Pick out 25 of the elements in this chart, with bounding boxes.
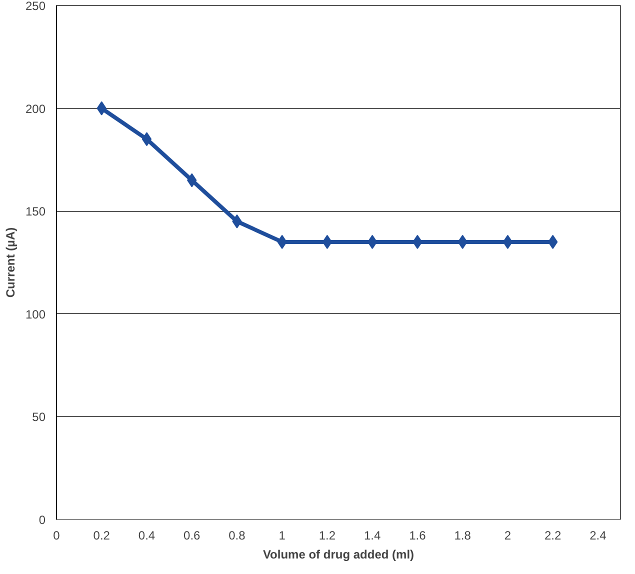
point	[322, 234, 332, 249]
x-tick-label: 0.4	[138, 528, 156, 542]
x-tick-label: 0.2	[93, 528, 110, 542]
y-tick-label: 150	[25, 204, 46, 219]
x-tick-label: 1.4	[364, 528, 382, 542]
y-tick-label: 200	[25, 102, 46, 116]
y-tick-label: 100	[25, 307, 46, 322]
point	[142, 132, 152, 146]
x-tick-label: 0.8	[228, 528, 246, 542]
y-tick-label: 0	[38, 513, 46, 527]
point	[502, 234, 513, 249]
y-tick-label: 50	[32, 410, 46, 424]
x-tick-label: 0	[53, 528, 60, 542]
x-tick-label: 1	[278, 528, 286, 542]
x-tick-label: 0.6	[184, 528, 201, 542]
y-tick-label: 250	[25, 0, 46, 13]
x-tick-label: 1.6	[409, 528, 426, 542]
x-tick-label: 2	[504, 528, 512, 542]
x-tick-label: 2.4	[590, 528, 607, 542]
x-axis-title: Volume of drug added (ml)	[262, 548, 414, 562]
point	[548, 234, 558, 249]
x-tick-label: 1.2	[318, 528, 336, 542]
y-axis-title: Current (µA)	[3, 227, 18, 298]
x-tick-label: 1.8	[454, 528, 472, 542]
x-tick-label: 2.2	[544, 528, 562, 542]
